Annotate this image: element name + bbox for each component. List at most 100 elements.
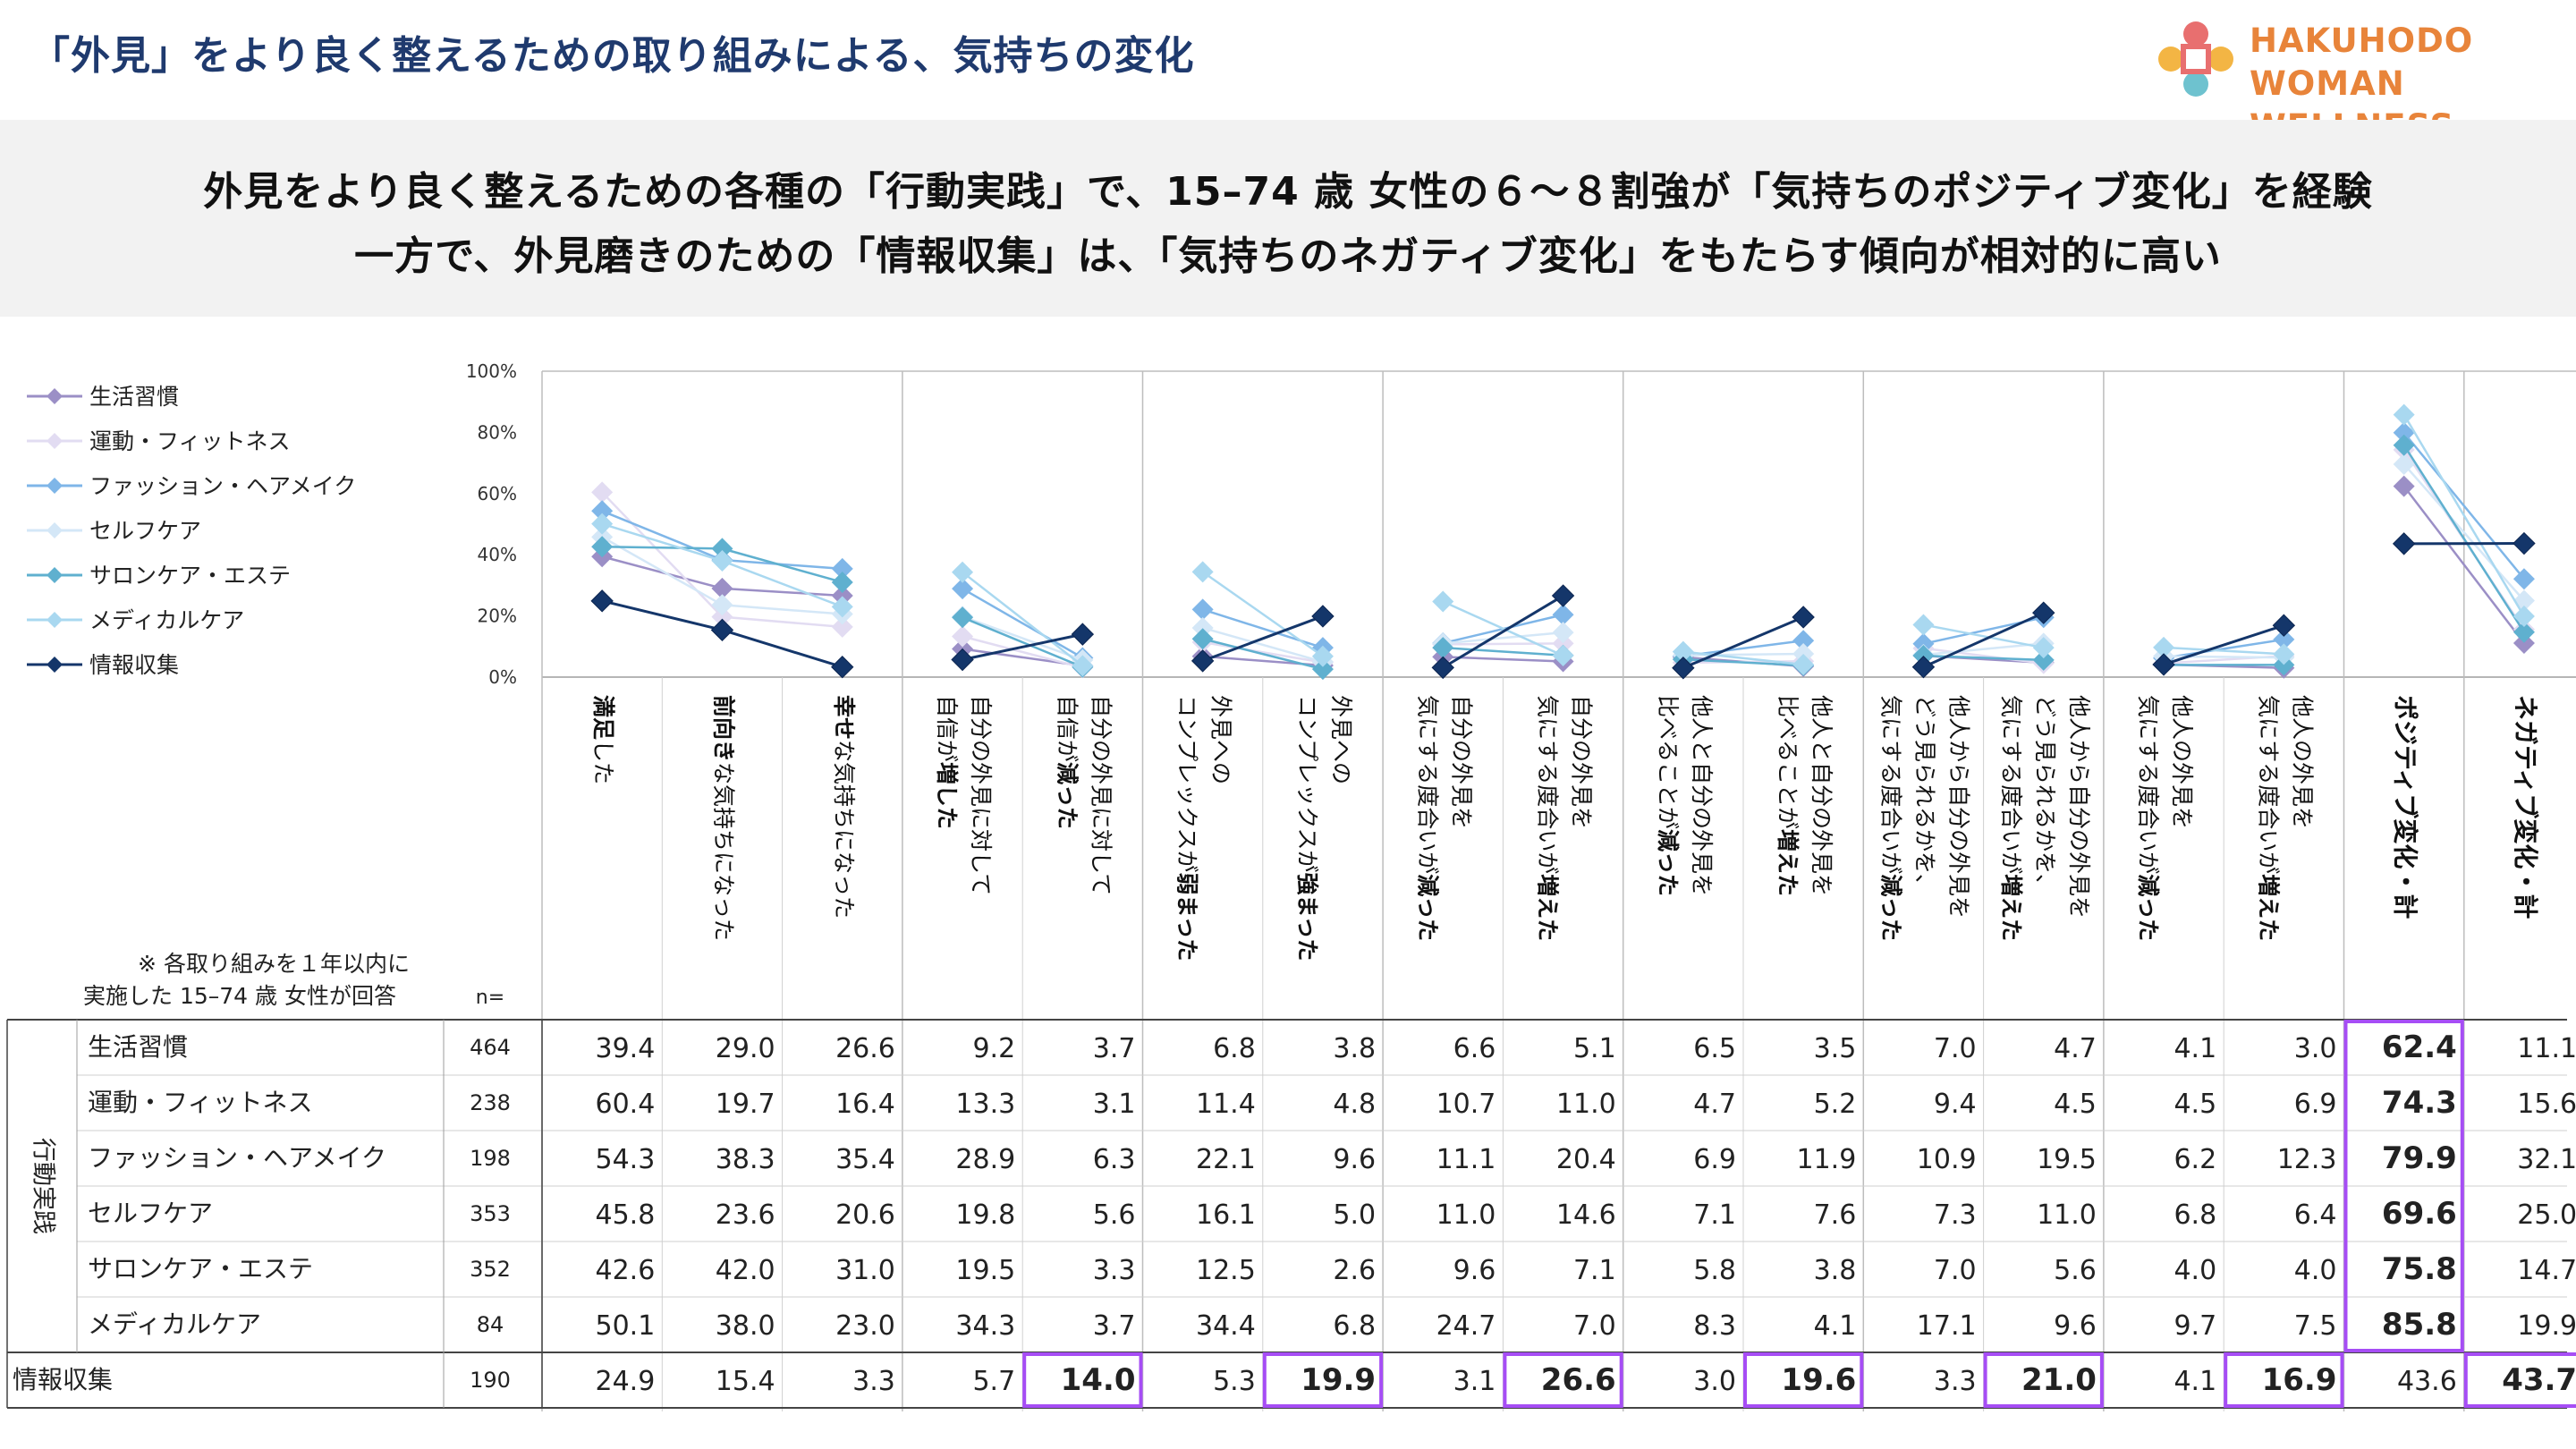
table-cell: 7.0	[1573, 1310, 1616, 1342]
table-cell: 3.7	[1093, 1033, 1136, 1064]
table-cell: 6.2	[2174, 1144, 2216, 1175]
data-point	[2032, 637, 2055, 659]
column-label-line: 気にする度合いが減った	[1877, 695, 1903, 941]
table-cell: 19.6	[1781, 1362, 1856, 1398]
table-cell: 19.5	[2037, 1144, 2097, 1175]
data-point	[831, 615, 853, 638]
table-cell: 4.1	[2174, 1033, 2216, 1064]
column-label: 満足した	[590, 695, 616, 784]
table-cell: 4.7	[1693, 1089, 1736, 1120]
series-line	[722, 604, 843, 615]
column-label-line: 気にする度合いが減った	[2135, 695, 2161, 941]
series-line	[602, 546, 723, 550]
table-cell: 20.4	[1556, 1144, 1616, 1175]
table-cell: 3.0	[1693, 1366, 1736, 1397]
series-line	[1922, 611, 2045, 669]
table-cell: 3.8	[1814, 1255, 1857, 1286]
series-line	[1202, 614, 1324, 663]
series-line	[1923, 623, 2044, 649]
table-cell: 69.6	[2382, 1196, 2457, 1232]
group-label-action: 行動実践	[30, 1138, 57, 1234]
table-cell: 21.0	[2021, 1362, 2097, 1398]
table-cell: 10.9	[1917, 1144, 1977, 1175]
data-point	[951, 648, 974, 672]
table-cell: 19.8	[955, 1199, 1015, 1231]
data-point	[591, 536, 614, 558]
table-cell: 79.9	[2382, 1140, 2457, 1176]
table-cell: 7.0	[1934, 1033, 1977, 1064]
data-point	[1432, 590, 1454, 613]
highlight-info-cell	[2463, 1352, 2576, 1408]
table-cell: 75.8	[2382, 1251, 2457, 1287]
data-point	[711, 594, 733, 616]
series-line	[962, 635, 1083, 669]
data-point	[2273, 643, 2295, 665]
column-label-line: 他人から自分の外見を	[1945, 695, 1971, 919]
table-cell: 60.4	[596, 1089, 656, 1120]
legend-label: 運動・フィットネス	[89, 428, 291, 454]
y-tick-label: 100%	[466, 360, 517, 382]
column-label-line: どう見られるかを、	[2032, 695, 2058, 896]
data-point	[591, 513, 614, 535]
table-cell: 3.5	[1814, 1033, 1857, 1064]
table-cell: 6.6	[1453, 1033, 1496, 1064]
table-cell: 22.1	[1196, 1144, 1256, 1175]
highlight-info-cell	[1983, 1352, 2104, 1408]
column-label-line: コンプレックスが強まった	[1294, 695, 1320, 962]
column-label-line: 自信が増した	[934, 695, 960, 829]
table-cell: 4.7	[2054, 1033, 2097, 1064]
column-label-line: コンプレックスが弱まった	[1174, 695, 1200, 962]
series-line	[2402, 463, 2525, 602]
column-label-line: 比べることが減った	[1655, 695, 1681, 896]
column-label-line: 他人から自分の外見を	[2066, 695, 2092, 919]
series-line	[2402, 413, 2526, 617]
series-line	[2402, 431, 2525, 580]
data-point	[2512, 621, 2535, 643]
row-n: 464	[470, 1035, 511, 1060]
series-line	[1443, 642, 1563, 646]
n-label: n=	[476, 987, 504, 1009]
series-line	[722, 559, 843, 608]
series-line	[1202, 640, 1324, 664]
data-point	[1551, 584, 1575, 607]
data-point	[1552, 645, 1574, 667]
table-cell: 32.1	[2517, 1144, 2576, 1175]
table-cell: 19.5	[955, 1255, 1015, 1286]
highlight-info-cell	[1262, 1352, 1384, 1408]
data-point	[1672, 657, 1695, 680]
column-label: 前向きな気持ちになった	[710, 695, 736, 941]
table-cell: 31.0	[835, 1255, 895, 1286]
column-label-line: 比べることが増えた	[1775, 695, 1801, 896]
table-cell: 12.3	[2277, 1144, 2337, 1175]
table-cell: 6.3	[1093, 1144, 1136, 1175]
table-cell: 5.7	[972, 1366, 1015, 1397]
data-point	[952, 578, 974, 600]
series-line	[2163, 638, 2284, 660]
data-point	[1191, 649, 1215, 673]
table-cell: 15.6	[2517, 1089, 2576, 1120]
data-point	[711, 550, 733, 572]
series-5	[591, 403, 2535, 677]
series-line	[601, 555, 723, 590]
table-cell: 5.3	[1213, 1366, 1256, 1397]
column-label-line: 気にする度合いが増えた	[1535, 695, 1561, 941]
table-cell: 23.0	[835, 1310, 895, 1342]
row-n: 238	[470, 1090, 511, 1115]
table-cell: 5.0	[1333, 1199, 1376, 1231]
brand-mark-icon	[2158, 21, 2233, 97]
table-cell: 14.0	[1061, 1362, 1136, 1398]
table-cell: 62.4	[2382, 1030, 2457, 1065]
series-line	[962, 632, 1083, 661]
legend-marker	[47, 478, 63, 494]
brand-line-1: HAKUHODO WOMAN	[2250, 21, 2474, 103]
table-cell: 6.4	[2294, 1199, 2337, 1231]
row-name: ファッション・ヘアメイク	[88, 1143, 386, 1173]
table-cell: 6.5	[1693, 1033, 1736, 1064]
row-name: セルフケア	[88, 1199, 213, 1228]
series-line	[601, 536, 724, 606]
table-cell: 19.9	[1301, 1362, 1376, 1398]
series-line	[722, 615, 843, 629]
